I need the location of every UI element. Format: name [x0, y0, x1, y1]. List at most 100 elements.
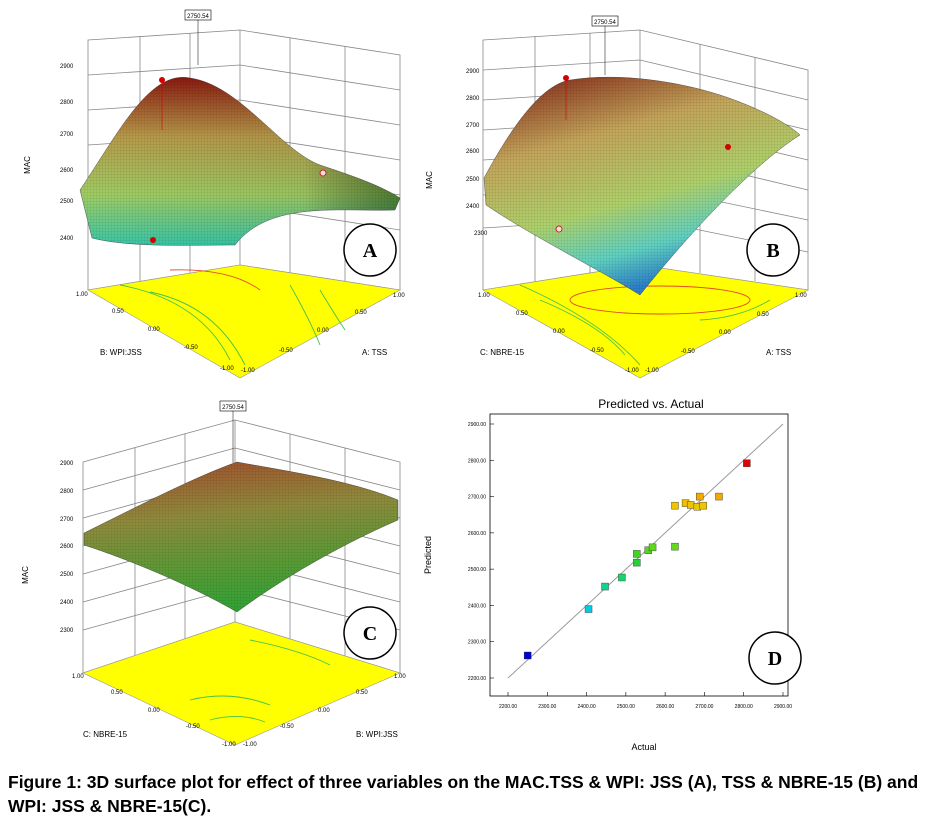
- data-point: [696, 492, 704, 501]
- x-tick-c-0: 1.00: [394, 674, 406, 680]
- x-tick-label-d: 2200.00: [499, 704, 517, 710]
- x-tick-c-1: 0.50: [356, 690, 368, 696]
- surface-plot-a: 2750.54 2900 2800 2700 2600 2500 2400 MA…: [23, 9, 405, 379]
- z-tick-a-2: 2600: [60, 168, 74, 174]
- figure-canvas: 2750.54 2900 2800 2700 2600 2500 2400 MA…: [21, 9, 809, 752]
- y-axis-label-c: C: NBRE-15: [83, 730, 128, 739]
- y-tick-label-d: 2500.00: [468, 567, 486, 573]
- x-tick-b-4: -1.00: [645, 368, 659, 374]
- z-tick-a-1: 2500: [60, 199, 74, 205]
- panel-badge-c: [343, 606, 397, 660]
- panel-label-a: A: [363, 240, 378, 262]
- z-tick-a-4: 2800: [60, 100, 74, 106]
- x-tick-label-d: 2700.00: [695, 704, 713, 710]
- y-axis-label-b: C: NBRE-15: [480, 348, 525, 357]
- flag-value-c: 2750.54: [222, 405, 244, 411]
- data-point: [601, 582, 609, 591]
- y-axis-label-a: B: WPI:JSS: [100, 348, 142, 357]
- z-tick-b-1: 2400: [466, 204, 480, 210]
- z-tick-c-1: 2400: [60, 600, 74, 606]
- y-tick-c-3: -0.50: [186, 724, 200, 730]
- z-axis-label-b: MAC: [425, 171, 434, 189]
- flag-value-a: 2750.54: [187, 14, 209, 20]
- surface-plot-b: 2750.54 2900 2800 2700 2600 2500 2400 23…: [425, 15, 809, 379]
- surface-plot-c: 2750.54 2900 2800 2700 2600 2500 2400 23…: [21, 400, 406, 748]
- z-axis-label-c: MAC: [21, 566, 30, 584]
- contour-lines-a: [119, 269, 346, 366]
- x-axis-label-c: B: WPI:JSS: [356, 730, 398, 739]
- panel-badge-d: [748, 631, 802, 685]
- z-tick-c-5: 2800: [60, 489, 74, 495]
- x-tick-c-4: -1.00: [243, 742, 257, 748]
- x-tick-b-1: 0.50: [757, 312, 769, 318]
- x-axis-label-d: Actual: [631, 742, 656, 752]
- y-tick-b-4: -1.00: [625, 368, 639, 374]
- data-point: [618, 573, 626, 582]
- x-tick-a-4: -1.00: [241, 368, 255, 374]
- z-tick-b-4: 2700: [466, 123, 480, 129]
- data-point: [584, 605, 593, 613]
- x-tick-c-2: 0.00: [318, 708, 330, 714]
- x-tick-b-0: 1.00: [795, 293, 807, 299]
- design-point-a-1: [159, 77, 165, 83]
- z-tick-b-0: 2300: [474, 231, 488, 237]
- scatter-plot-d: Predicted vs. Actual 2200.00 2300.00 2400.…: [423, 397, 802, 752]
- z-tick-c-0: 2300: [60, 628, 74, 634]
- contour-plane-c: [82, 621, 401, 746]
- y-tick-b-1: 0.50: [516, 311, 528, 317]
- y-tick-label-d: 2600.00: [468, 531, 486, 537]
- y-tick-b-0: 1.00: [478, 293, 490, 299]
- z-tick-b-5: 2800: [466, 96, 480, 102]
- panel-badge-b: [746, 223, 800, 277]
- y-tick-a-1: 0.50: [112, 309, 124, 315]
- y-tick-a-0: 1.00: [76, 292, 88, 298]
- y-tick-c-1: 0.50: [111, 690, 123, 696]
- x-tick-a-0: 1.00: [393, 293, 405, 299]
- y-tick-c-2: 0.00: [148, 708, 160, 714]
- chart-d-title: Predicted vs. Actual: [598, 397, 703, 411]
- z-tick-b-3: 2600: [466, 149, 480, 155]
- panel-label-c: C: [363, 623, 377, 645]
- panel-badge-a: [343, 223, 397, 277]
- data-point: [699, 501, 707, 510]
- x-axis-label-b: A: TSS: [766, 348, 791, 357]
- z-tick-b-6: 2900: [466, 69, 480, 75]
- data-point: [671, 542, 679, 551]
- panel-label-b: B: [766, 240, 779, 262]
- design-point-b-3: [555, 225, 563, 233]
- y-tick-label-d: 2700.00: [468, 495, 486, 501]
- x-tick-b-2: 0.00: [719, 330, 731, 336]
- data-point: [633, 558, 641, 567]
- data-point: [633, 550, 641, 558]
- y-axis-label-d: Predicted: [423, 536, 433, 574]
- x-tick-a-3: -0.50: [279, 348, 293, 354]
- contour-lines-b: [519, 284, 771, 366]
- y-tick-b-3: -0.50: [590, 348, 604, 354]
- y-tick-c-0: 1.00: [72, 674, 84, 680]
- data-point: [671, 501, 679, 510]
- y-tick-label-d: 2900.00: [468, 422, 486, 428]
- panel-label-d: D: [768, 648, 782, 670]
- x-tick-label-d: 2800.00: [735, 704, 753, 710]
- y-tick-label-d: 2800.00: [468, 458, 486, 464]
- z-tick-c-6: 2900: [60, 461, 74, 467]
- x-tick-label-d: 2300.00: [538, 704, 556, 710]
- contour-lines-c: [189, 639, 331, 723]
- y-tick-a-2: 0.00: [148, 327, 160, 333]
- y-tick-label-d: 2200.00: [468, 676, 486, 682]
- x-tick-label-d: 2500.00: [617, 704, 635, 710]
- design-point-a-3: [150, 237, 156, 243]
- y-tick-a-4: -1.00: [220, 366, 234, 372]
- z-tick-a-3: 2700: [60, 132, 74, 138]
- data-point: [686, 501, 695, 509]
- x-tick-a-1: 0.50: [355, 310, 367, 316]
- z-tick-c-3: 2600: [60, 544, 74, 550]
- y-tick-c-4: -1.00: [222, 742, 236, 748]
- design-point-a-2: [319, 169, 327, 177]
- y-tick-label-d: 2400.00: [468, 603, 486, 609]
- x-tick-label-d: 2900.00: [774, 704, 792, 710]
- y-tick-label-d: 2300.00: [468, 640, 486, 646]
- data-point: [715, 492, 723, 501]
- x-tick-a-2: 0.00: [317, 328, 329, 334]
- data-point: [648, 543, 657, 552]
